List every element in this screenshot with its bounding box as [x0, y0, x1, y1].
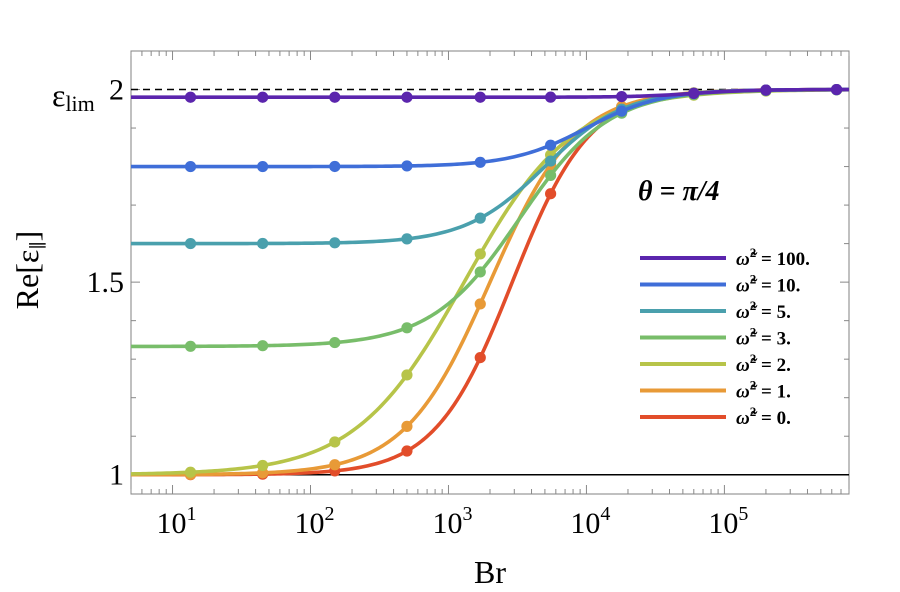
y-axis-title: Re[ε∥]	[9, 231, 48, 310]
data-point	[760, 84, 772, 96]
data-point	[184, 466, 197, 478]
data-point	[329, 91, 341, 103]
data-point	[257, 160, 269, 173]
data-point	[401, 233, 413, 245]
data-point	[401, 91, 413, 103]
data-point	[329, 237, 341, 249]
x-tick-label: 104	[570, 503, 610, 540]
data-point	[688, 87, 700, 99]
data-point	[184, 237, 197, 250]
data-point	[474, 298, 486, 310]
data-point	[545, 91, 557, 103]
y-tick-label: 1.5	[87, 266, 125, 299]
legend-label: ω̃2 = 10.	[736, 272, 800, 297]
epsilon-lim-label: εlim	[52, 77, 95, 116]
data-point	[545, 155, 557, 167]
data-point	[545, 139, 557, 151]
x-tick-label: 105	[708, 503, 748, 540]
data-point	[616, 105, 628, 117]
data-point	[184, 160, 197, 173]
series-line	[131, 87, 850, 100]
legend-label: ω̃2 = 100.	[736, 245, 810, 270]
x-axis-title: Br	[474, 554, 506, 590]
legend-label: ω̃2 = 1.	[736, 378, 791, 403]
data-point	[401, 445, 413, 457]
x-tick-label: 103	[432, 503, 472, 540]
data-point	[474, 248, 486, 260]
x-tick-label: 101	[157, 503, 197, 540]
legend-label: ω̃2 = 0.	[736, 404, 791, 429]
x-tick-label: 102	[295, 503, 335, 540]
data-point	[401, 369, 413, 381]
data-point	[257, 91, 269, 103]
data-point	[474, 212, 486, 224]
data-point	[474, 351, 486, 364]
data-point	[474, 91, 486, 103]
data-point	[184, 340, 197, 352]
data-point	[545, 169, 557, 181]
y-tick-label: 2	[109, 74, 124, 107]
data-point	[257, 340, 269, 352]
data-point	[329, 436, 341, 448]
series-layer	[130, 83, 850, 481]
legend-label: ω̃2 = 5.	[736, 298, 791, 323]
data-point	[401, 322, 413, 334]
legend-label: ω̃2 = 3.	[736, 325, 791, 350]
data-point	[329, 160, 341, 173]
data-point	[329, 336, 341, 349]
data-point	[545, 188, 557, 200]
legend-label: ω̃2 = 2.	[736, 351, 791, 376]
data-point	[329, 459, 341, 471]
theta-annotation: θ = π/4	[638, 176, 720, 207]
data-point	[401, 420, 413, 432]
data-point	[257, 237, 269, 250]
data-point	[474, 156, 486, 168]
data-point	[184, 91, 197, 103]
data-point	[474, 266, 486, 278]
data-point	[830, 83, 843, 96]
data-point	[257, 459, 269, 472]
y-tick-label: 1	[109, 459, 124, 492]
data-point	[401, 160, 413, 172]
data-point	[616, 90, 628, 103]
